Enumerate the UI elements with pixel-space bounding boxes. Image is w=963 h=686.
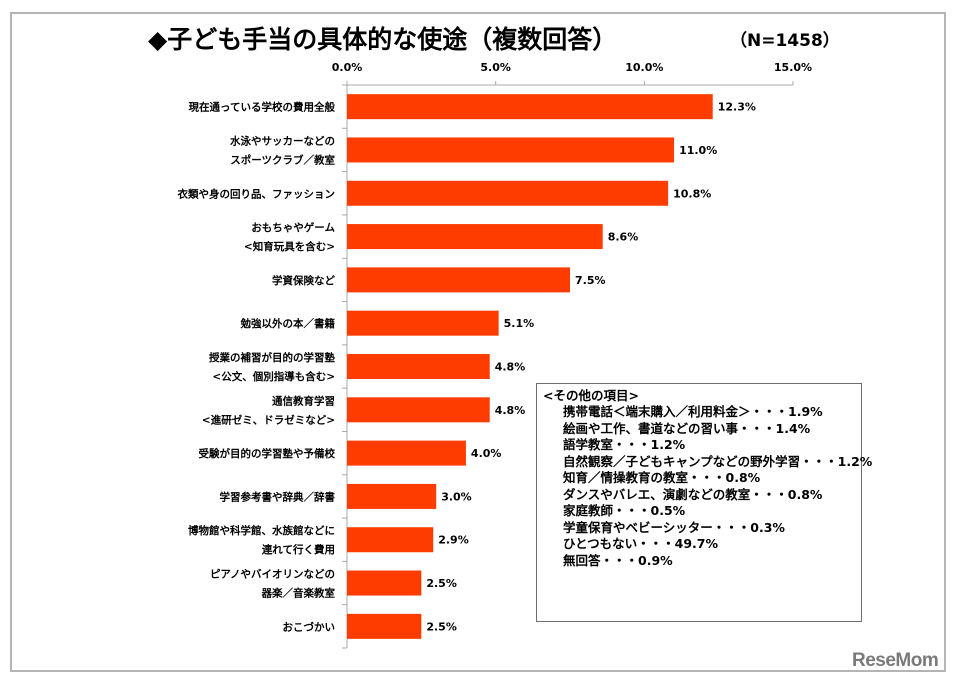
other-item: 絵画や工作、書道などの習い事・・・1.4% — [563, 420, 811, 436]
category-label-line: 受験が目的の学習塾や予備校 — [199, 447, 336, 460]
category-label: 現在通っている学校の費用全般 — [189, 101, 336, 114]
category-label-line: <公文、個別指導も含む> — [212, 370, 335, 383]
other-item: 語学教室・・・1.2% — [563, 437, 686, 452]
category-label-line: スポーツクラブ／教室 — [230, 153, 335, 166]
category-label: ピアノやバイオリンなどの器楽／音楽教室 — [210, 568, 336, 600]
category-label: おもちゃやゲーム <知育玩具を含む> — [244, 221, 336, 253]
bar — [347, 440, 466, 466]
category-label-line: ピアノやバイオリンなどの — [210, 568, 335, 581]
value-label: 2.5% — [426, 620, 457, 633]
category-label-line: おもちゃやゲーム — [251, 221, 335, 234]
value-label: 4.8% — [495, 361, 526, 374]
value-label: 2.9% — [438, 534, 469, 547]
category-label: 学習参考書や辞典／辞書 — [220, 490, 336, 503]
sample-size-label: （N=1458） — [730, 31, 840, 51]
category-label: 水泳やサッカーなどのスポーツクラブ／教室 — [229, 134, 335, 166]
bar — [347, 180, 669, 206]
category-label-line: 通信教育学習 — [272, 394, 335, 407]
value-label: 4.8% — [495, 404, 526, 417]
value-label: 3.0% — [441, 490, 472, 503]
bars-layer — [347, 94, 713, 639]
bar — [347, 613, 422, 639]
category-label-line: 現在通っている学校の費用全般 — [189, 101, 336, 114]
other-items-note: <その他の項目> 携帯電話＜端末購入／利用料金＞・・・1.9% 絵画や工作、書道… — [536, 383, 873, 622]
category-label: 授業の補習が目的の学習塾 <公文、個別指導も含む> — [209, 351, 335, 383]
category-label: 博物館や科学館、水族館などに連れて行く費用 — [188, 524, 335, 556]
category-label: 学資保険など — [272, 274, 335, 287]
category-label-line: 学資保険など — [272, 274, 335, 287]
other-item: 無回答・・・0.9% — [563, 552, 673, 568]
category-label-line: 水泳やサッカーなどの — [229, 134, 335, 147]
chart-title: ◆子ども手当の具体的な使途（複数回答） — [148, 25, 618, 54]
other-item: 家庭教師・・・0.5% — [563, 503, 686, 518]
bar — [347, 94, 713, 120]
other-item: 学童保育やベビーシッター・・・0.3% — [563, 519, 785, 535]
x-tick-label: 5.0% — [480, 61, 511, 74]
category-label: 受験が目的の学習塾や予備校 — [199, 447, 336, 460]
value-label: 11.0% — [679, 144, 717, 157]
value-label: 4.0% — [471, 447, 502, 460]
bar — [347, 137, 675, 163]
resemom-logo: ReseMom — [852, 650, 939, 671]
axis-layer — [342, 81, 794, 649]
category-label: 勉強以外の本／書籍 — [240, 317, 336, 330]
x-tick-label: 15.0% — [774, 61, 812, 74]
x-tick-label: 0.0% — [332, 61, 363, 74]
bar — [347, 354, 490, 379]
bar — [347, 267, 570, 293]
value-label: 12.3% — [718, 101, 756, 114]
category-label-line: 博物館や科学館、水族館などに — [188, 524, 335, 537]
category-label-line: 衣類や身の回り品、ファッション — [178, 187, 336, 200]
chart-frame — [10, 12, 946, 672]
category-label-line: <進研ゼミ、ドラゼミなど> — [202, 413, 335, 426]
other-item: ダンスやバレエ、演劇などの教室・・・0.8% — [563, 486, 823, 502]
bar — [347, 310, 499, 336]
labels-layer: 0.0% 5.0% 10.0% 15.0% 12.3% 現在通っている学校の費用全般 11.… — [178, 61, 813, 633]
value-label: 5.1% — [504, 317, 535, 330]
other-item: 自然観察／子どもキャンプなどの野外学習・・・1.2% — [563, 453, 873, 469]
other-item: ひとつもない・・・49.7% — [563, 536, 718, 551]
category-label-line: 授業の補習が目的の学習塾 — [209, 351, 335, 364]
other-items-title: <その他の項目> — [543, 388, 639, 403]
category-label-line: おこづかい — [283, 620, 336, 633]
bar — [347, 570, 422, 596]
bar — [347, 224, 603, 250]
category-label-line: 連れて行く費用 — [262, 543, 335, 556]
other-item: 携帯電話＜端末購入／利用料金＞・・・1.9% — [563, 404, 823, 419]
value-label: 7.5% — [575, 274, 606, 287]
value-label: 8.6% — [608, 231, 639, 244]
x-tick-label: 10.0% — [625, 61, 663, 74]
category-label-line: 勉強以外の本／書籍 — [240, 317, 336, 330]
category-label: 通信教育学習 <進研ゼミ、ドラゼミなど> — [202, 394, 335, 426]
category-label-line: <知育玩具を含む> — [244, 240, 335, 253]
bar — [347, 527, 434, 553]
bar — [347, 483, 437, 509]
category-label-line: 器楽／音楽教室 — [261, 587, 336, 600]
category-label-line: 学習参考書や辞典／辞書 — [220, 490, 336, 503]
category-label: おこづかい — [283, 620, 336, 633]
value-label: 2.5% — [426, 577, 457, 590]
bar — [347, 397, 490, 423]
other-item: 知育／情操教育の教室・・・0.8% — [563, 470, 761, 485]
other-items-list: 携帯電話＜端末購入／利用料金＞・・・1.9% 絵画や工作、書道などの習い事・・・… — [543, 404, 873, 569]
value-label: 10.8% — [673, 187, 711, 200]
category-label: 衣類や身の回り品、ファッション — [178, 187, 336, 200]
